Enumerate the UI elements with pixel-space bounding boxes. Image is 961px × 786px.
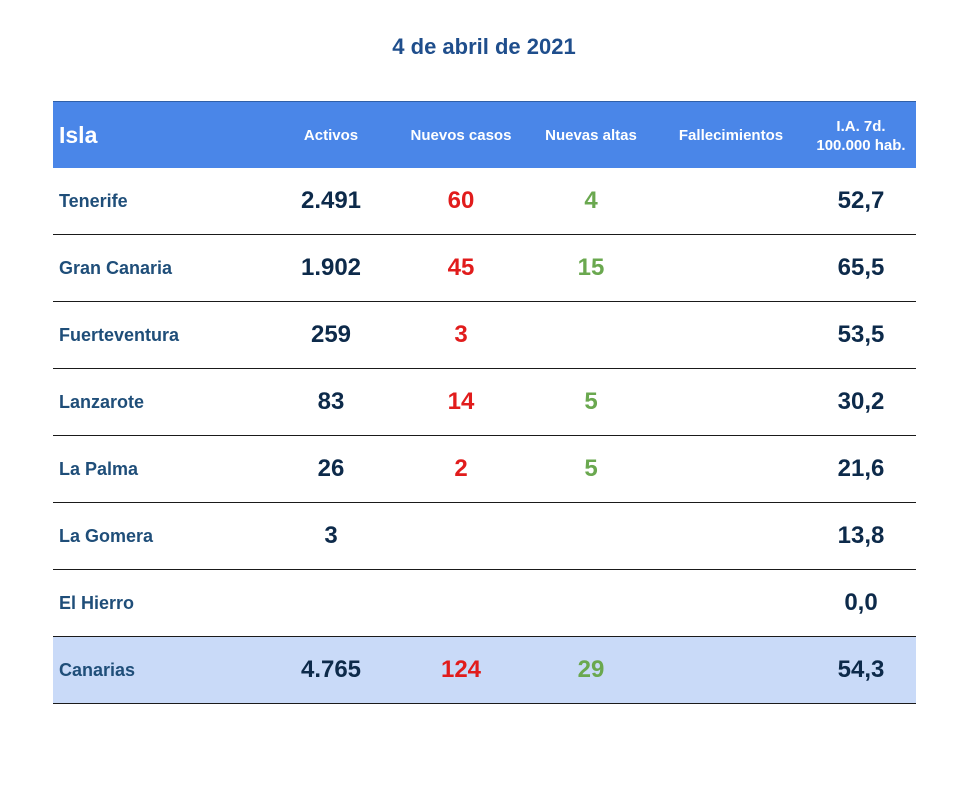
- cell-ia: 30,2: [837, 388, 885, 415]
- table-row: Gran Canaria 1.902 45 15 65,5: [53, 235, 916, 302]
- cell-nuevos-casos: 45: [447, 254, 475, 281]
- cell-nuevas-altas: 5: [584, 455, 598, 482]
- cell-nuevas-altas: 15: [577, 254, 605, 281]
- table-row: El Hierro 0,0: [53, 570, 916, 637]
- cell-nuevos-casos-total: 124: [440, 656, 482, 683]
- cell-activos: 83: [317, 388, 345, 415]
- cell-isla: El Hierro: [59, 592, 135, 613]
- cell-nuevos-casos: 14: [447, 388, 475, 415]
- column-header-ia-line2: 100.000 hab.: [816, 136, 906, 154]
- cell-activos: 1.902: [300, 254, 362, 281]
- cell-nuevos-casos: 2: [454, 455, 468, 482]
- cell-isla: La Palma: [59, 458, 139, 479]
- cell-fallecimientos: [661, 436, 801, 502]
- cell-ia: 13,8: [837, 522, 885, 549]
- cell-fallecimientos: [661, 570, 801, 636]
- covid-data-table: Isla Activos Nuevos casos Nuevas altas F…: [53, 101, 916, 704]
- cell-nuevas-altas-total: 29: [577, 656, 605, 683]
- table-row: Fuerteventura 259 3 53,5: [53, 302, 916, 369]
- cell-fallecimientos: [661, 369, 801, 435]
- total-row: Canarias 4.765 124 29 54,3: [53, 637, 916, 704]
- cell-activos: 2.491: [300, 187, 362, 214]
- cell-fallecimientos: [661, 503, 801, 569]
- cell-ia: 21,6: [837, 455, 885, 482]
- column-header-nuevos-casos: Nuevos casos: [410, 127, 512, 144]
- cell-isla: Tenerife: [59, 190, 128, 211]
- column-header-ia: I.A. 7d. 100.000 hab.: [801, 102, 921, 169]
- cell-fallecimientos: [661, 302, 801, 368]
- cell-nuevos-casos: [401, 570, 521, 636]
- cell-nuevos-casos: 60: [447, 187, 475, 214]
- cell-nuevos-casos: [401, 503, 521, 569]
- table-header: Isla Activos Nuevos casos Nuevas altas F…: [53, 101, 916, 168]
- cell-isla: La Gomera: [59, 525, 154, 546]
- cell-isla: Lanzarote: [59, 391, 145, 412]
- cell-nuevas-altas: 4: [584, 187, 598, 214]
- column-header-isla: Isla: [59, 122, 98, 148]
- cell-nuevas-altas: 5: [584, 388, 598, 415]
- cell-fallecimientos: [661, 168, 801, 234]
- column-header-nuevas-altas: Nuevas altas: [545, 127, 637, 144]
- column-header-activos: Activos: [303, 127, 359, 144]
- column-header-fallecimientos: Fallecimientos: [678, 127, 784, 144]
- cell-activos-total: 4.765: [300, 656, 362, 683]
- cell-activos: 26: [317, 455, 345, 482]
- cell-ia: 53,5: [837, 321, 885, 348]
- cell-nuevos-casos: 3: [454, 321, 468, 348]
- cell-nuevas-altas: [531, 503, 651, 569]
- cell-isla-total: Canarias: [59, 659, 136, 680]
- column-header-ia-line1: I.A. 7d.: [836, 117, 886, 135]
- cell-fallecimientos: [661, 235, 801, 301]
- table-row: La Palma 26 2 5 21,6: [53, 436, 916, 503]
- cell-ia: 0,0: [844, 589, 878, 616]
- cell-ia: 52,7: [837, 187, 885, 214]
- cell-isla: Gran Canaria: [59, 257, 173, 278]
- cell-isla: Fuerteventura: [59, 324, 180, 345]
- cell-nuevas-altas: [531, 570, 651, 636]
- cell-activos: 3: [324, 522, 338, 549]
- cell-ia: 65,5: [837, 254, 885, 281]
- cell-nuevas-altas: [531, 302, 651, 368]
- table-row: Lanzarote 83 14 5 30,2: [53, 369, 916, 436]
- cell-activos: 259: [310, 321, 352, 348]
- page-title: 4 de abril de 2021: [392, 34, 576, 59]
- table-row: Tenerife 2.491 60 4 52,7: [53, 168, 916, 235]
- cell-fallecimientos-total: [661, 637, 801, 703]
- cell-activos: [271, 570, 391, 636]
- table-row: La Gomera 3 13,8: [53, 503, 916, 570]
- cell-ia-total: 54,3: [837, 656, 885, 683]
